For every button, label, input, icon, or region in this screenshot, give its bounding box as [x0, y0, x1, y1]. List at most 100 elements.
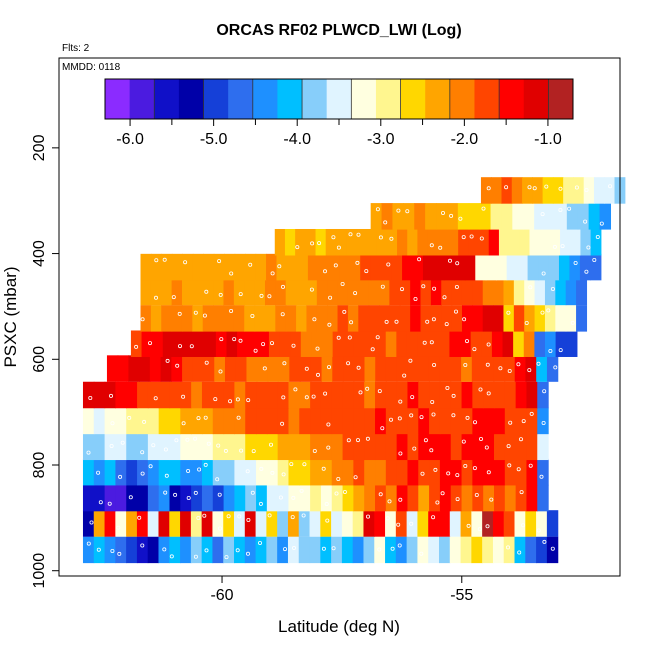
sample-point — [349, 320, 354, 325]
heatmap-cell — [599, 203, 612, 230]
heatmap-cell — [385, 330, 397, 357]
sample-point — [346, 438, 351, 443]
sample-point — [507, 368, 512, 373]
sample-point — [409, 521, 414, 526]
sample-point — [433, 467, 438, 472]
heatmap-cell — [560, 228, 571, 256]
heatmap-cell — [325, 228, 337, 256]
sample-point — [356, 232, 361, 237]
heatmap-cell — [161, 253, 173, 281]
heatmap-cell — [478, 228, 490, 256]
heatmap-cell — [192, 355, 205, 382]
heatmap-cell — [352, 510, 365, 537]
heatmap-cell — [180, 510, 192, 537]
sample-point — [528, 285, 533, 290]
heatmap-cell — [438, 510, 451, 537]
heatmap-cell — [472, 381, 484, 409]
sample-point — [485, 362, 490, 367]
sample-point — [477, 527, 482, 532]
heatmap-cell — [482, 536, 494, 564]
heatmap-cell — [407, 381, 419, 409]
sample-point — [253, 348, 258, 353]
heatmap-cell — [277, 433, 290, 461]
sample-point — [524, 320, 529, 325]
heatmap-cell — [430, 278, 442, 306]
sample-point — [410, 395, 415, 400]
heatmap-cell — [425, 203, 437, 230]
sample-point — [268, 442, 273, 447]
heatmap-cell — [491, 177, 503, 204]
sample-point — [413, 296, 418, 301]
heatmap-cell — [534, 278, 546, 306]
heatmap-cell — [449, 510, 462, 537]
heatmap-cell — [385, 458, 398, 486]
sample-point — [595, 234, 600, 239]
heatmap-cell — [353, 433, 365, 461]
heatmap-cell — [450, 433, 463, 461]
heatmap-cell — [299, 381, 311, 409]
heatmap-cell — [256, 433, 268, 461]
sample-point — [110, 549, 115, 554]
sample-point — [431, 412, 436, 417]
colorbar-swatch — [425, 79, 451, 119]
sample-point — [202, 513, 207, 518]
heatmap-cell — [254, 305, 266, 332]
heatmap-cell — [443, 253, 455, 281]
heatmap-cell — [480, 177, 492, 204]
heatmap-cell — [147, 381, 160, 409]
sample-point — [163, 447, 168, 452]
sample-point — [398, 399, 403, 404]
heatmap-cell — [534, 203, 546, 230]
sample-point — [528, 463, 533, 468]
heatmap-cell — [201, 433, 214, 461]
heatmap-cell — [266, 536, 278, 564]
sample-point — [118, 474, 123, 479]
heatmap-cell — [534, 305, 546, 332]
sample-point — [331, 546, 336, 551]
sample-point — [218, 369, 223, 374]
sample-point — [96, 470, 101, 475]
heatmap-cell — [447, 228, 459, 256]
sample-point — [389, 236, 394, 241]
heatmap-cell — [428, 536, 440, 564]
heatmap-cell — [376, 228, 388, 256]
sample-point — [321, 546, 326, 551]
sample-point — [466, 523, 471, 528]
heatmap-cell — [437, 228, 449, 256]
heatmap-cell — [300, 355, 312, 382]
heatmap-cell — [402, 253, 414, 281]
heatmap-cell — [234, 458, 246, 486]
colorbar-swatch — [178, 79, 205, 119]
sample-point — [479, 236, 484, 241]
heatmap-cell — [224, 253, 236, 281]
heatmap-cell — [515, 484, 528, 512]
heatmap-cell — [406, 510, 419, 537]
heatmap-cell — [385, 536, 397, 564]
heatmap-cell — [525, 536, 537, 564]
heatmap-cell — [475, 253, 487, 281]
heatmap-cell — [485, 253, 497, 281]
heatmap-cell — [566, 203, 579, 230]
heatmap-cell — [266, 458, 279, 486]
y-tick-label: 200 — [31, 134, 48, 161]
heatmap-cell — [493, 278, 505, 306]
heatmap-cell — [422, 253, 435, 281]
heatmap-cell — [126, 407, 138, 435]
heatmap-cell — [331, 381, 344, 409]
sample-point — [429, 243, 434, 248]
heatmap-cell — [529, 228, 541, 256]
heatmap-cell — [147, 407, 160, 435]
sample-point — [444, 322, 449, 327]
date-label: MMDD: 0118 — [62, 62, 121, 73]
heatmap-cell — [429, 381, 441, 409]
heatmap-cell — [169, 458, 181, 486]
sample-point — [196, 416, 201, 421]
heatmap-cell — [353, 381, 365, 409]
heatmap-cell — [544, 330, 557, 357]
heatmap-cell — [266, 407, 279, 435]
heatmap-cell — [430, 305, 442, 332]
heatmap-cell — [532, 177, 544, 204]
heatmap-cell — [471, 510, 483, 537]
sample-point — [148, 464, 153, 469]
colorbar-swatch — [302, 79, 328, 119]
